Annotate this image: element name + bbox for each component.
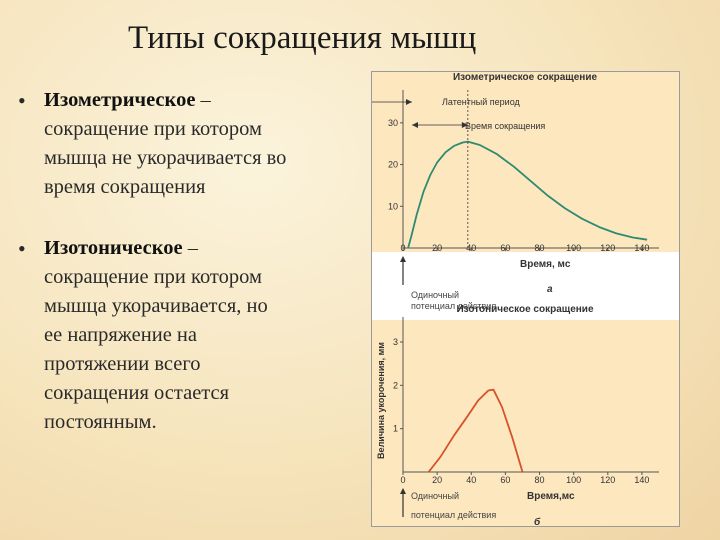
stimulus-arrowhead: [400, 256, 406, 262]
y-tick-label: 3: [393, 337, 398, 347]
stimulus-label: Одиночный: [411, 491, 459, 501]
bullet-line: ее напряжение на: [44, 324, 197, 346]
series-line: [427, 388, 524, 473]
bullet-term: Изотоническое: [44, 237, 183, 259]
contraction-time-arrowhead-left: [412, 122, 418, 128]
chart-band-isometric: [372, 72, 679, 252]
x-tick-label: 0: [400, 243, 405, 253]
annotation-contraction-time: Время сокращения: [465, 121, 545, 131]
bullet-term: Изометрическое: [44, 89, 196, 111]
bullet-line: время сокращения: [44, 176, 206, 198]
bullet-list: • Изометрическое – сокращение при которо…: [14, 86, 374, 437]
y-axis-label: Величина укорочения, мм: [376, 342, 386, 459]
bullet-isotonic: • Изотоническое – сокращение при котором…: [14, 234, 374, 437]
bullet-line: сокращение при котором: [44, 118, 262, 140]
y-tick-label: 2: [393, 380, 398, 390]
x-tick-label: 80: [535, 475, 545, 485]
x-axis-label: Время, мс: [520, 259, 571, 270]
x-tick-label: 20: [432, 475, 442, 485]
x-axis-label: Время,мс: [527, 491, 575, 502]
bullet-dash: –: [182, 237, 198, 259]
bullet-line: сокращения остается: [44, 382, 230, 404]
x-tick-label: 40: [466, 475, 476, 485]
slide-title: Типы сокращения мышц: [128, 20, 477, 56]
bullet-line: мышца не укорачивается во: [44, 147, 287, 169]
x-tick-label: 120: [600, 243, 615, 253]
x-tick-label: 100: [566, 475, 581, 485]
panel-label: а: [547, 284, 553, 295]
latent-period-arrowhead: [406, 99, 412, 105]
bullet-line: сокращение при котором: [44, 266, 262, 288]
stimulus-label: Одиночный: [411, 290, 459, 300]
x-tick-label: 80: [535, 243, 545, 253]
chart-title: Изометрическое сокращение: [453, 72, 598, 83]
chart-title: Изотоническое сокращение: [456, 304, 593, 315]
bullet-dot: •: [18, 88, 26, 113]
bullet-dash: –: [195, 89, 211, 111]
figure-panel: Изометрическое сокращение 0 20 40 60 80 100 120…: [371, 71, 680, 527]
stimulus-label: потенциал действия: [411, 510, 496, 520]
bullet-line: мышца укорачивается, но: [44, 295, 268, 317]
panel-label: б: [534, 516, 541, 526]
bullet-line: постоянным.: [44, 411, 157, 433]
x-tick-label: 140: [634, 243, 649, 253]
x-tick-label: 60: [500, 475, 510, 485]
bullet-isometric: • Изометрическое – сокращение при которо…: [14, 86, 374, 202]
x-tick-label: 100: [566, 243, 581, 253]
x-tick-label: 60: [500, 243, 510, 253]
contraction-time-arrowhead-right: [461, 122, 468, 128]
x-tick-label: 120: [600, 475, 615, 485]
annotation-latent-period: Латентный период: [442, 97, 521, 107]
stimulus-label: потенциал действия: [411, 301, 496, 311]
bullet-line: протяжении всего: [44, 353, 201, 375]
bullet-dot: •: [18, 236, 26, 261]
y-tick-label: 10: [388, 201, 398, 211]
x-tick-label: 0: [400, 475, 405, 485]
x-tick-label: 20: [432, 243, 442, 253]
y-tick-label: 30: [388, 118, 398, 128]
series-line: [407, 140, 648, 249]
y-tick-label: 20: [388, 160, 398, 170]
stimulus-arrowhead: [400, 488, 406, 494]
x-tick-label: 140: [634, 475, 649, 485]
chart-band-isotonic: [372, 320, 679, 526]
y-tick-label: 1: [393, 424, 398, 434]
x-tick-label: 40: [466, 243, 476, 253]
